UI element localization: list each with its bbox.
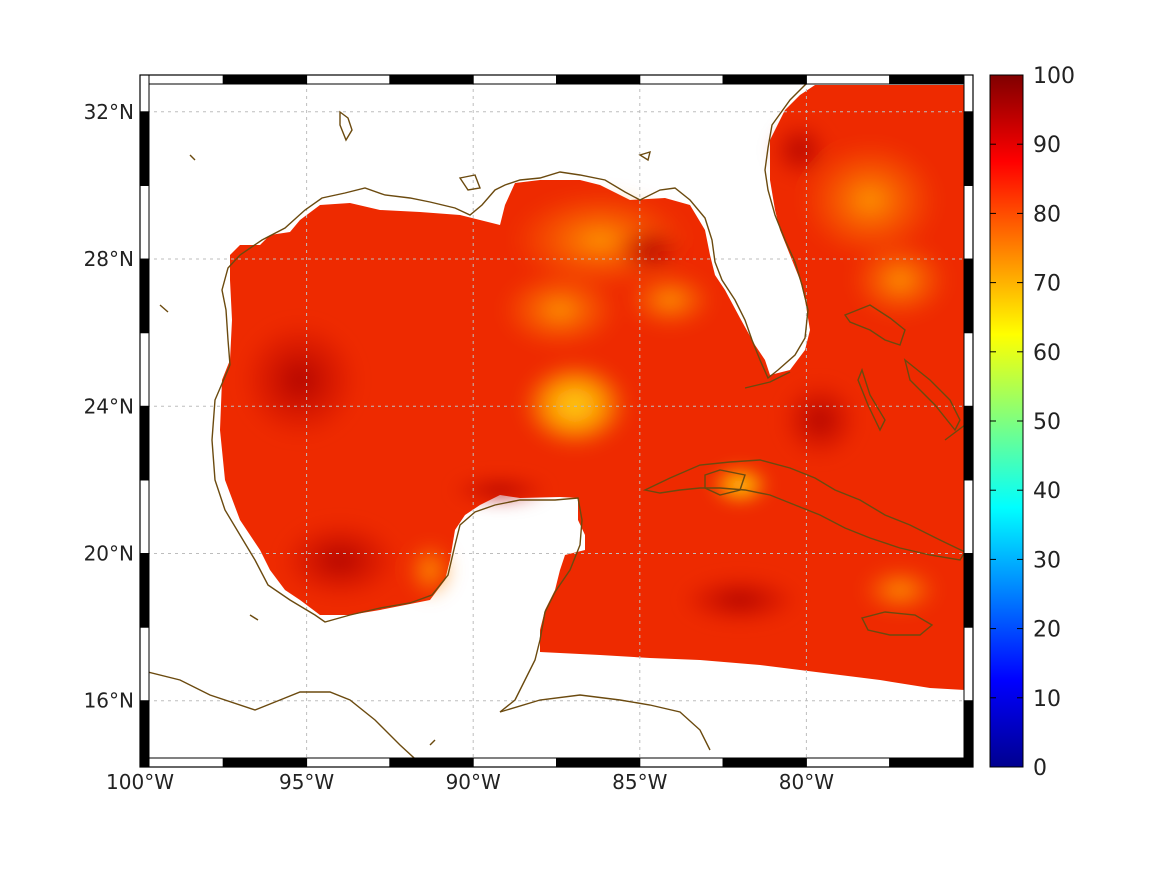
colorbar-tick-label: 40	[1033, 479, 1061, 504]
warm-anomaly-center	[520, 360, 630, 450]
frame-segment-top	[222, 74, 308, 85]
jamaica-coastline	[860, 611, 934, 636]
colorbar-tick-label: 80	[1033, 202, 1061, 227]
mexico-coastline	[211, 364, 583, 713]
frame-segment-right	[963, 553, 974, 628]
grid-lines	[140, 75, 973, 767]
frame-segment-left	[139, 258, 150, 334]
lon-tick-label: 80°W	[779, 770, 834, 794]
frame-segment-bottom	[139, 757, 224, 768]
frame-segment-top	[556, 74, 641, 85]
frame-segment-right	[963, 258, 974, 334]
frame-segment-bottom	[556, 757, 641, 768]
lat-tick-label: 24°N	[84, 394, 134, 418]
lat-tick-label: 28°N	[84, 247, 134, 271]
frame-segment-bottom	[722, 757, 807, 768]
colorbar-tick-label: 50	[1033, 410, 1061, 435]
frame-segment-left	[139, 74, 150, 113]
frame-segment-left	[139, 626, 150, 702]
lon-tick-label: 90°W	[446, 770, 501, 794]
lat-tick-label: 20°N	[84, 542, 134, 566]
frame-segment-right	[963, 405, 974, 481]
frame-segment-left	[139, 111, 150, 186]
cuba-coastline	[642, 459, 967, 561]
frame-segment-top	[139, 74, 224, 85]
lon-tick-label: 95°W	[279, 770, 334, 794]
colorbar-tick-label: 90	[1033, 133, 1061, 158]
frame-segment-top	[722, 74, 807, 85]
lon-tick-label: 100°W	[106, 770, 174, 794]
frame-segment-top	[306, 74, 391, 85]
frame-segment-top	[805, 74, 891, 85]
frame-segment-bottom	[889, 757, 974, 768]
frame-segment-bottom	[389, 757, 474, 768]
frame-segment-top	[639, 74, 724, 85]
frame-segment-top	[389, 74, 474, 85]
data-field	[220, 85, 965, 690]
frame-segment-left	[139, 405, 150, 481]
longitude-labels: 100°W 95°W 90°W 85°W 80°W	[106, 770, 834, 794]
colorbar-tick-label: 30	[1033, 548, 1061, 573]
frame-segment-right	[963, 626, 974, 702]
frame-segment-left	[139, 553, 150, 628]
frame-segment-right	[963, 111, 974, 186]
frame-segment-bottom	[306, 757, 391, 768]
map-frame	[139, 74, 974, 768]
frame-segment-top	[472, 74, 558, 85]
frame-segment-bottom	[639, 757, 724, 768]
colorbar-tick-label: 60	[1033, 341, 1061, 366]
lon-tick-label: 85°W	[612, 770, 667, 794]
frame-segment-right	[963, 479, 974, 555]
colorbar-tick-label: 70	[1033, 272, 1061, 297]
colorbar-ticks: 0 10 20 30 40 50 60 70 80 90 100	[990, 64, 1075, 781]
colorbar-tick-label: 10	[1033, 687, 1061, 712]
lat-tick-label: 16°N	[84, 689, 134, 713]
frame-segment-left	[139, 700, 150, 768]
colorbar-tick-label: 100	[1033, 64, 1075, 89]
frame-segment-right	[963, 184, 974, 260]
lat-tick-label: 32°N	[84, 100, 134, 124]
frame-segment-right	[963, 74, 974, 113]
colorbar-tick-label: 0	[1033, 756, 1047, 781]
frame-segment-left	[139, 332, 150, 407]
central-america-coastline	[140, 669, 425, 767]
colorbar-tick-label: 20	[1033, 618, 1061, 643]
frame-segment-bottom	[222, 757, 308, 768]
frame-segment-bottom	[805, 757, 891, 768]
frame-segment-top	[889, 74, 974, 85]
frame-segment-bottom	[472, 757, 558, 768]
frame-segment-right	[963, 700, 974, 768]
latitude-labels: 32°N 28°N 24°N 20°N 16°N	[84, 100, 134, 713]
us-gulf-coastline	[221, 79, 811, 380]
frame-border	[139, 74, 974, 768]
frame-segment-left	[139, 184, 150, 260]
frame-segment-right	[963, 332, 974, 407]
bahamas-coastline	[843, 304, 906, 346]
frame-segment-left	[139, 479, 150, 555]
